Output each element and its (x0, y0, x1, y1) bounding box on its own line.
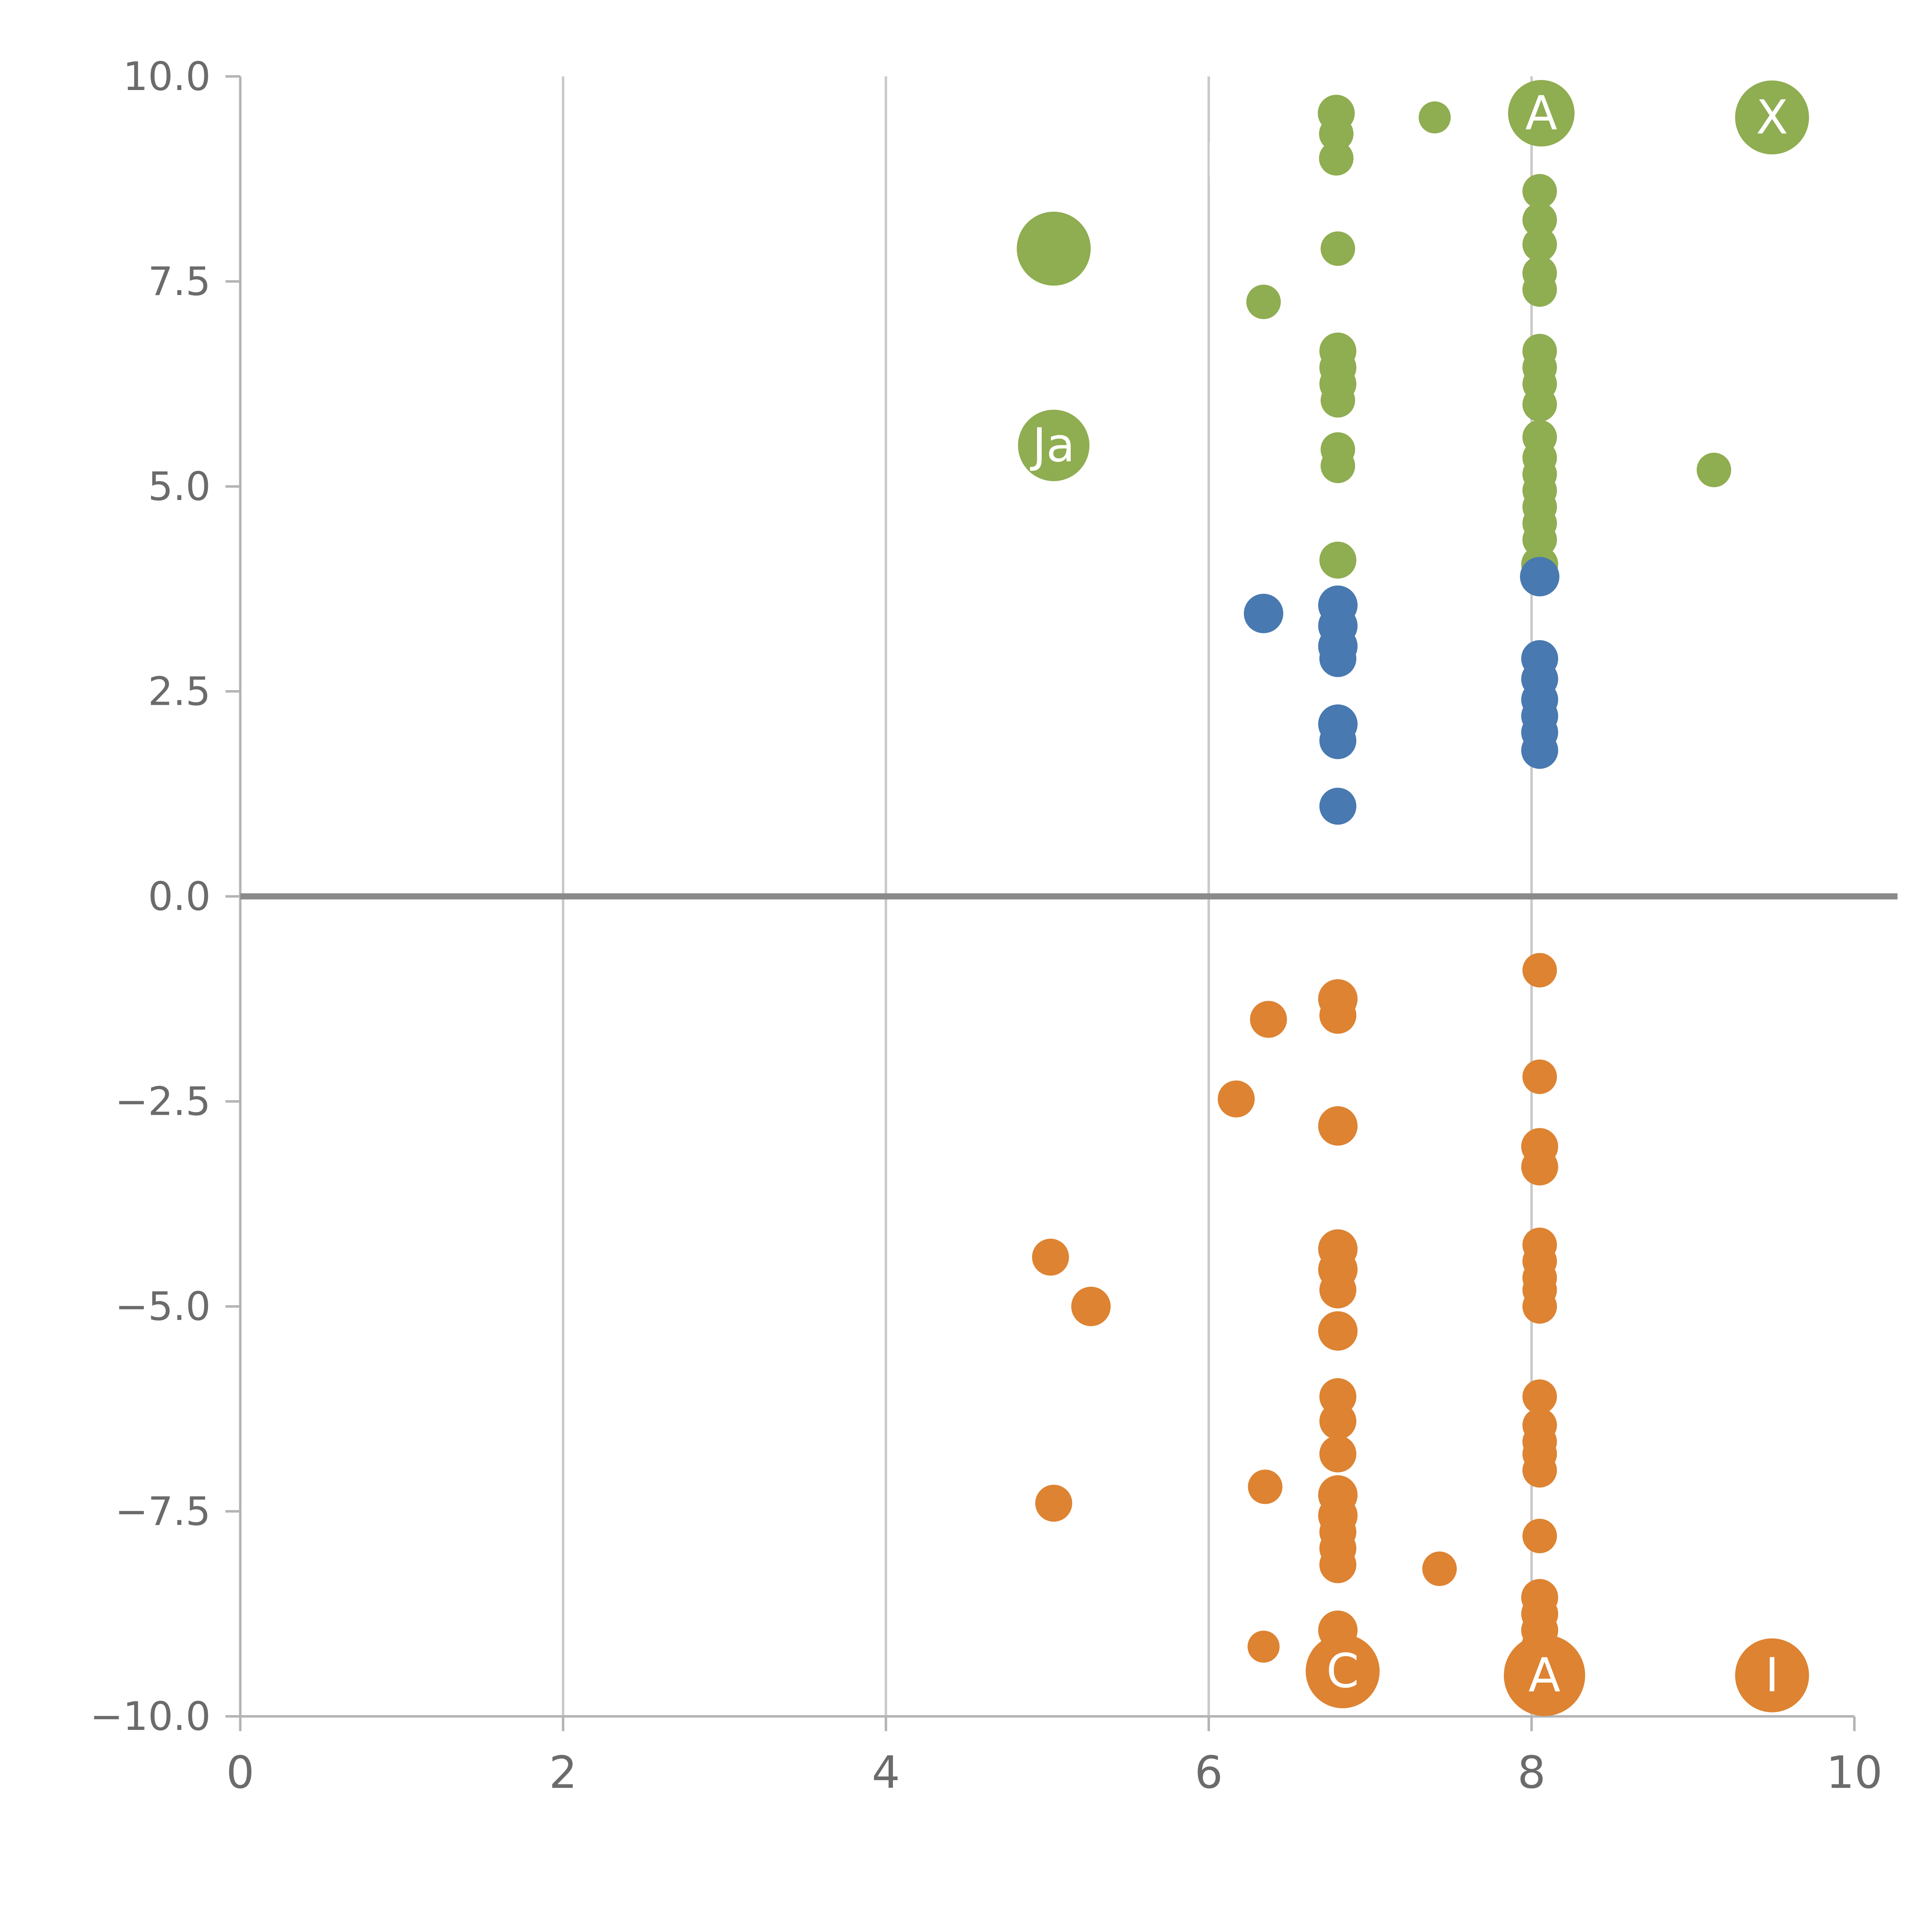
y-tick-label: 10.0 (123, 54, 211, 100)
scatter-point-green (1522, 174, 1557, 209)
scatter-point-green (1320, 449, 1355, 483)
scatter-point-green (1320, 231, 1355, 266)
scatter-point-green (1319, 116, 1354, 151)
scatter-point-green (1418, 101, 1451, 134)
scatter-point-orange (1522, 1379, 1557, 1414)
scatter-point-orange (1522, 953, 1557, 988)
scatter-point-blue (1244, 594, 1284, 633)
point-label: A (1529, 1648, 1561, 1702)
scatter-point-orange (1319, 1435, 1357, 1473)
scatter-point-green (1522, 227, 1557, 262)
point-label: C (1327, 1644, 1359, 1699)
x-tick-label: 4 (872, 1747, 900, 1799)
scatter-point-green (1319, 141, 1354, 176)
scatter-point-blue (1520, 557, 1560, 597)
scatter-point-orange (1247, 1631, 1280, 1663)
y-tick-label: −5.0 (115, 1284, 211, 1330)
scatter-point-green (1320, 383, 1355, 418)
x-tick-label: 2 (549, 1747, 577, 1799)
y-tick-label: 7.5 (148, 259, 211, 304)
y-tick-label: −10.0 (90, 1694, 211, 1740)
scatter-point-orange (1306, 1634, 1380, 1708)
point-label: X (1756, 90, 1788, 145)
scatter-point-orange (1248, 1469, 1282, 1504)
scatter-point-green (1508, 80, 1575, 147)
scatter-point-green (1735, 80, 1809, 155)
scatter-point-green (1522, 202, 1557, 237)
scatter-point-green (1522, 387, 1557, 422)
x-tick-label: 0 (226, 1747, 254, 1799)
scatter-point-orange (1521, 1148, 1558, 1185)
scatter-point-orange (1318, 1106, 1358, 1146)
scatter-point-orange (1035, 1485, 1072, 1522)
y-tick-label: 0.0 (148, 874, 211, 920)
scatter-point-green (1246, 284, 1281, 319)
scatter-point-orange (1522, 1519, 1557, 1553)
scatter-point-orange (1032, 1238, 1069, 1276)
scatter-point-orange (1318, 1311, 1358, 1351)
point-label: Ja (1030, 418, 1075, 473)
x-tick-label: 10 (1826, 1747, 1883, 1799)
point-label: I (1765, 1648, 1779, 1702)
scatter-point-green (1522, 272, 1557, 307)
scatter-point-orange (1319, 1271, 1357, 1309)
scatter-point-blue (1319, 722, 1357, 759)
y-tick-label: 2.5 (148, 668, 211, 714)
y-tick-label: −7.5 (115, 1488, 211, 1534)
y-tick-label: −2.5 (115, 1079, 211, 1125)
scatter-point-orange (1522, 1453, 1557, 1488)
scatter-point-orange (1071, 1287, 1111, 1327)
y-tick-label: 5.0 (148, 464, 211, 510)
scatter-point-orange (1422, 1551, 1457, 1586)
scatter-point-orange (1319, 1403, 1357, 1440)
scatter-point-green (1017, 211, 1091, 286)
scatter-point-orange (1319, 997, 1357, 1034)
scatter-point-blue (1319, 640, 1357, 677)
x-tick-label: 6 (1195, 1747, 1223, 1799)
scatter-point-blue (1319, 787, 1357, 825)
scatter-point-orange (1522, 1289, 1557, 1324)
point-label: A (1525, 86, 1557, 141)
scatter-point-orange (1522, 1060, 1557, 1094)
scatter-point-orange (1250, 1001, 1287, 1038)
x-tick-label: 8 (1517, 1747, 1546, 1799)
scatter-point-orange (1319, 1546, 1357, 1583)
scatter-point-orange (1503, 1634, 1585, 1716)
scatter-point-orange (1218, 1080, 1255, 1117)
scatter-point-blue (1521, 732, 1558, 769)
scatter-point-green (1696, 452, 1731, 487)
scatter-point-green (1018, 410, 1090, 481)
annotation-label: I (1205, 134, 1219, 188)
scatter-point-green (1319, 541, 1357, 579)
scatter-point-orange (1735, 1638, 1809, 1713)
